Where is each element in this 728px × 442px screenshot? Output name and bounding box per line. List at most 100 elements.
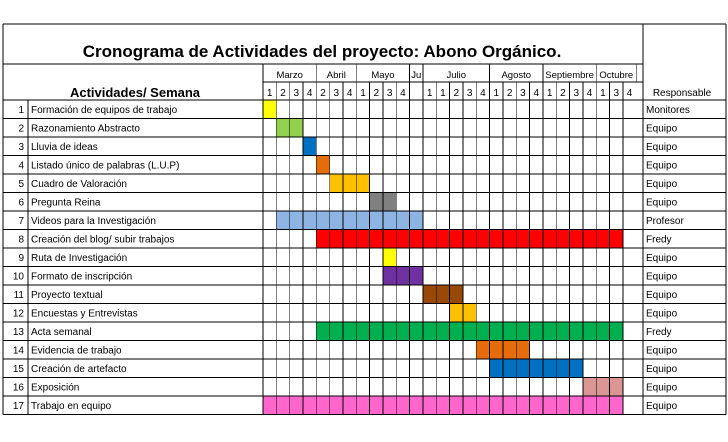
activity-responsible: Equipo — [646, 197, 678, 208]
week-label: 1 — [360, 88, 366, 99]
activity-responsible: Fredy — [646, 327, 672, 338]
week-label: 2 — [507, 88, 513, 99]
month-label: Octubre — [599, 70, 633, 81]
activity-number: 9 — [18, 253, 24, 264]
activity-number: 4 — [18, 160, 24, 171]
week-label: 2 — [320, 88, 326, 99]
activity-responsible: Profesor — [646, 216, 684, 227]
week-label: 4 — [347, 88, 353, 99]
page-title: Cronograma de Actividades del proyecto: … — [83, 42, 562, 61]
gantt-bar — [329, 174, 370, 192]
week-label: 1 — [493, 88, 499, 99]
activity-responsible: Equipo — [646, 308, 678, 319]
gantt-bars — [263, 100, 623, 414]
gantt-bar — [316, 322, 623, 340]
week-label: 3 — [613, 88, 619, 99]
gantt-bar — [316, 156, 330, 174]
month-headers: Marzo Abril Mayo Ju Julio Agosto Septiembre Oct… — [276, 70, 633, 81]
activity-name: Exposición — [31, 382, 79, 393]
activity-number: 7 — [18, 216, 24, 227]
activity-responsible: Equipo — [646, 179, 678, 190]
gantt-bar — [582, 378, 623, 396]
month-label: Agosto — [501, 70, 531, 81]
activity-name: Acta semanal — [31, 327, 92, 338]
week-label: 4 — [587, 88, 593, 99]
activity-number: 12 — [13, 308, 25, 319]
activity-name: Pregunta Reina — [31, 197, 101, 208]
grid-lines — [2, 23, 727, 415]
activity-name: Videos para la Investigación — [31, 216, 156, 227]
activity-number: 3 — [18, 142, 24, 153]
activity-responsible: Equipo — [646, 364, 678, 375]
activity-responsible: Equipo — [646, 345, 678, 356]
activity-name: Evidencia de trabajo — [31, 345, 122, 356]
gantt-bar — [382, 248, 397, 266]
month-label: Septiembre — [545, 70, 594, 81]
activity-responsible: Equipo — [646, 271, 678, 282]
activity-name: Creación del blog/ subir trabajos — [31, 234, 174, 245]
activity-rows: 1 Formación de equipos de trabajo Monitore… — [13, 105, 690, 412]
activity-number: 13 — [13, 327, 25, 338]
month-label: Mayo — [371, 70, 394, 81]
activity-responsible: Equipo — [646, 382, 678, 393]
activity-name: Ruta de Investigación — [31, 253, 127, 264]
gantt-bar — [382, 267, 423, 285]
activity-number: 1 — [18, 105, 24, 116]
activity-name: Lluvia de ideas — [31, 142, 98, 153]
activity-name: Formato de inscripción — [31, 271, 132, 282]
activity-name: Trabajo en equipo — [31, 401, 112, 412]
gantt-bar — [489, 359, 583, 377]
activity-number: 10 — [13, 271, 25, 282]
week-label: 2 — [560, 88, 566, 99]
activity-number: 6 — [18, 197, 24, 208]
gantt-bar — [302, 137, 317, 155]
gantt-bar — [422, 285, 463, 303]
activity-name: Formación de equipos de trabajo — [31, 105, 178, 116]
week-label: 1 — [427, 88, 433, 99]
activity-number: 8 — [18, 234, 24, 245]
week-label: 4 — [533, 88, 539, 99]
month-label: Marzo — [276, 70, 302, 81]
week-label: 1 — [440, 88, 446, 99]
week-label: 4 — [400, 88, 406, 99]
activity-responsible: Monitores — [646, 105, 690, 116]
activity-number: 5 — [18, 179, 24, 190]
activity-number: 17 — [13, 401, 25, 412]
week-label: 3 — [294, 88, 300, 99]
week-label: 3 — [520, 88, 526, 99]
responsible-header: Responsable — [653, 88, 712, 99]
activity-name: Razonamiento Abstracto — [31, 123, 140, 134]
week-label: 2 — [454, 88, 460, 99]
activity-responsible: Equipo — [646, 401, 678, 412]
activity-responsible: Equipo — [646, 253, 678, 264]
week-label: 4 — [307, 88, 313, 99]
week-label: 2 — [374, 88, 380, 99]
activity-number: 2 — [18, 123, 24, 134]
activity-number: 16 — [13, 382, 25, 393]
week-label: 1 — [267, 88, 273, 99]
month-label: Julio — [447, 70, 467, 81]
week-label: 1 — [600, 88, 606, 99]
week-label: 3 — [334, 88, 340, 99]
activity-responsible: Equipo — [646, 290, 678, 301]
week-label: 3 — [467, 88, 473, 99]
gantt-bar — [276, 211, 423, 229]
gantt-bar — [316, 230, 623, 248]
activity-responsible: Equipo — [646, 142, 678, 153]
activity-number: 14 — [13, 345, 25, 356]
month-label: Abril — [327, 70, 346, 81]
activity-number: 15 — [13, 364, 25, 375]
activity-responsible: Equipo — [646, 160, 678, 171]
week-label: 1 — [547, 88, 553, 99]
activity-name: Listado único de palabras (L.U.P) — [31, 160, 179, 171]
activity-number: 11 — [14, 290, 25, 301]
week-label: 3 — [387, 88, 393, 99]
week-label: 3 — [573, 88, 579, 99]
week-label: 4 — [480, 88, 486, 99]
activity-name: Creación de artefacto — [31, 364, 127, 375]
week-label: 4 — [627, 88, 633, 99]
activity-responsible: Fredy — [646, 234, 672, 245]
gantt-bar — [263, 396, 623, 414]
